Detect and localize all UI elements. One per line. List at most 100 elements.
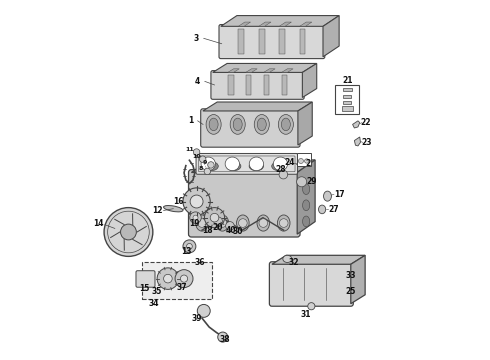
Ellipse shape	[257, 118, 266, 131]
Polygon shape	[264, 69, 275, 72]
Polygon shape	[354, 137, 361, 146]
Circle shape	[214, 217, 222, 226]
Circle shape	[175, 270, 193, 288]
Ellipse shape	[237, 215, 249, 231]
Text: 3: 3	[194, 34, 199, 43]
Ellipse shape	[196, 215, 208, 231]
Ellipse shape	[249, 162, 264, 171]
Circle shape	[183, 188, 210, 215]
Ellipse shape	[302, 200, 310, 211]
Polygon shape	[297, 160, 315, 234]
Bar	[343, 95, 351, 98]
Text: 23: 23	[361, 138, 371, 147]
Circle shape	[204, 168, 211, 175]
Text: 27: 27	[328, 205, 339, 214]
Bar	[142, 262, 212, 299]
Circle shape	[197, 219, 206, 227]
Text: 39: 39	[191, 314, 202, 323]
Bar	[335, 85, 359, 114]
Text: 10: 10	[192, 154, 200, 159]
Ellipse shape	[216, 215, 229, 231]
Circle shape	[218, 219, 227, 227]
Polygon shape	[221, 15, 339, 26]
Polygon shape	[245, 69, 257, 72]
Ellipse shape	[318, 205, 326, 214]
Ellipse shape	[206, 114, 221, 134]
Ellipse shape	[233, 118, 242, 131]
Ellipse shape	[278, 114, 294, 134]
Circle shape	[164, 274, 172, 283]
Polygon shape	[298, 102, 312, 145]
Ellipse shape	[230, 114, 245, 134]
Bar	[245, 75, 251, 95]
Ellipse shape	[209, 118, 218, 131]
Text: 21: 21	[342, 76, 352, 85]
Bar	[264, 75, 270, 95]
Circle shape	[190, 195, 203, 208]
Text: 35: 35	[152, 287, 162, 296]
Bar	[259, 29, 265, 54]
Polygon shape	[203, 102, 312, 111]
Polygon shape	[323, 15, 339, 57]
Text: 33: 33	[345, 270, 356, 279]
Circle shape	[308, 303, 315, 310]
Polygon shape	[353, 121, 360, 128]
Text: 16: 16	[173, 197, 184, 206]
Text: 11: 11	[186, 147, 195, 152]
Circle shape	[279, 170, 288, 179]
Ellipse shape	[302, 216, 310, 227]
Text: 2: 2	[305, 159, 310, 168]
FancyBboxPatch shape	[211, 71, 304, 99]
Text: 20: 20	[213, 223, 223, 232]
Text: 34: 34	[148, 299, 159, 308]
Circle shape	[157, 268, 179, 289]
Polygon shape	[300, 22, 312, 26]
Polygon shape	[259, 22, 271, 26]
Text: 22: 22	[360, 118, 370, 127]
Bar	[343, 102, 351, 104]
Circle shape	[183, 240, 196, 253]
Polygon shape	[192, 160, 315, 172]
Ellipse shape	[204, 162, 218, 171]
Text: 38: 38	[220, 335, 231, 344]
Circle shape	[187, 243, 192, 249]
Ellipse shape	[272, 162, 286, 171]
Circle shape	[279, 219, 288, 227]
Text: 36: 36	[195, 258, 205, 267]
FancyBboxPatch shape	[219, 24, 325, 59]
Bar	[342, 107, 353, 111]
Text: 24: 24	[284, 158, 294, 167]
Text: 19: 19	[189, 219, 199, 228]
Ellipse shape	[302, 184, 310, 194]
Circle shape	[225, 222, 234, 230]
Circle shape	[298, 158, 303, 163]
Polygon shape	[282, 69, 293, 72]
Circle shape	[104, 208, 153, 256]
Text: 31: 31	[301, 310, 311, 319]
Ellipse shape	[273, 157, 288, 171]
Ellipse shape	[323, 191, 331, 201]
Text: 8: 8	[199, 166, 203, 171]
Circle shape	[121, 224, 136, 240]
Text: 13: 13	[181, 247, 192, 256]
Bar	[282, 75, 287, 95]
Bar	[300, 29, 305, 54]
Text: 28: 28	[275, 166, 286, 175]
FancyBboxPatch shape	[201, 109, 300, 147]
Ellipse shape	[226, 162, 241, 171]
Circle shape	[208, 162, 214, 168]
Circle shape	[190, 212, 201, 224]
Text: 37: 37	[177, 283, 188, 292]
Polygon shape	[279, 22, 292, 26]
Ellipse shape	[281, 118, 291, 131]
Text: 29: 29	[307, 177, 317, 186]
Circle shape	[180, 275, 188, 282]
Text: 18: 18	[202, 226, 213, 235]
Bar	[279, 29, 285, 54]
Circle shape	[197, 305, 210, 318]
Text: 1: 1	[188, 116, 193, 125]
Bar	[297, 153, 311, 166]
Text: 4: 4	[195, 77, 200, 86]
FancyBboxPatch shape	[189, 170, 300, 237]
FancyBboxPatch shape	[270, 262, 353, 306]
